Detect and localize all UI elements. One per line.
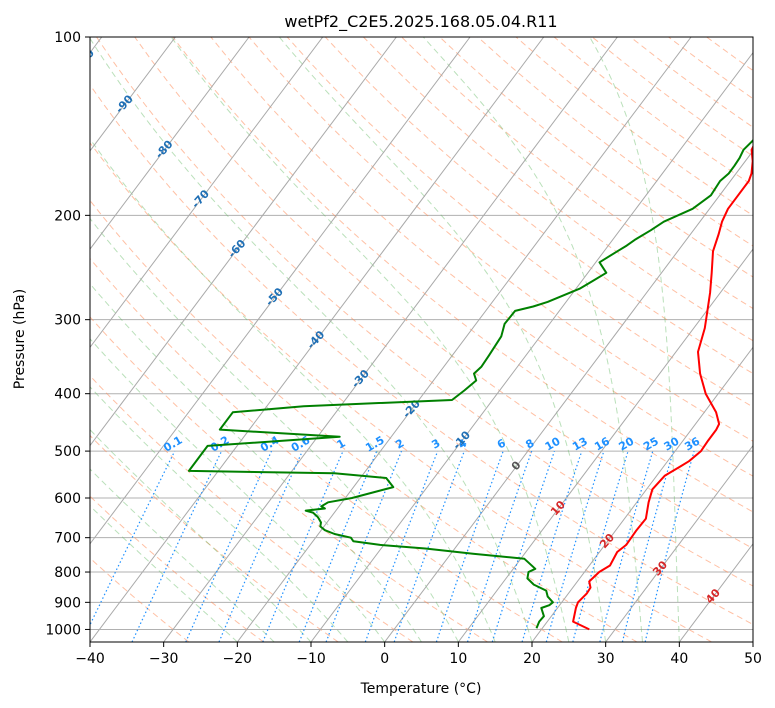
isotherm-line: [310, 51, 753, 642]
y-axis-label: Pressure (hPa): [12, 289, 28, 389]
x-tick-label: −20: [223, 651, 253, 667]
dry-adiabat-line: [401, 37, 753, 310]
y-tick-label: 900: [54, 595, 81, 611]
isotherm-line: [236, 37, 692, 642]
dewpoint-profile-line: [187, 138, 753, 629]
chart-title: wetPf2_C2E5.2025.168.05.04.R11: [284, 12, 557, 32]
y-tick-label: 300: [54, 313, 81, 329]
moist-adiabat-line: [90, 217, 459, 642]
mixing-ratio-line: [435, 450, 504, 642]
y-tick-label: 600: [54, 491, 81, 507]
mixing-ratio-line: [393, 450, 465, 642]
mixing-ratio-line: [621, 450, 674, 642]
mixing-ratio-line: [364, 450, 439, 642]
x-tick-label: −30: [149, 651, 179, 667]
x-tick-label: 40: [670, 651, 688, 667]
mixing-ratio-line: [325, 450, 403, 642]
moist-adiabat-line: [170, 37, 570, 642]
dry-adiabat-line: [90, 375, 414, 642]
y-tick-label: 400: [54, 387, 81, 403]
mixing-ratio-line: [572, 450, 629, 642]
x-tick-label: 50: [744, 651, 762, 667]
mixing-ratio-line: [545, 450, 605, 642]
y-tick-label: 200: [54, 208, 81, 224]
y-tick-label: 100: [54, 30, 81, 46]
moist-adiabat-line: [90, 138, 496, 642]
y-tick-label: 500: [54, 444, 81, 460]
plot-frame: [89, 36, 754, 643]
mixing-ratio-line: [298, 450, 378, 642]
isotherm-line: [90, 37, 397, 447]
dry-adiabat-line: [134, 37, 753, 550]
dry-adiabat-line: [363, 37, 753, 342]
x-tick-label: −10: [296, 651, 326, 667]
x-tick-label: 0: [380, 651, 389, 667]
moist-adiabat-line: [278, 37, 607, 642]
mixing-ratio-line: [644, 450, 695, 642]
y-tick-label: 800: [54, 565, 81, 581]
mixing-ratio-line: [185, 450, 273, 642]
isotherm-line: [90, 37, 250, 250]
x-tick-label: 10: [449, 651, 467, 667]
dry-adiabat-line: [90, 257, 563, 642]
profile-lines: [187, 138, 753, 631]
dry-adiabat-line: [210, 37, 753, 477]
mixing-ratio-line: [218, 450, 303, 642]
x-axis: −40 −30 −20 −10 0 10 20 30 40 50: [75, 642, 762, 667]
isotherm-line: [605, 444, 753, 642]
x-axis-label: Temperature (°C): [360, 681, 482, 697]
temperature-profile-line: [572, 144, 753, 631]
x-tick-label: 30: [597, 651, 615, 667]
mixing-ratio-line: [262, 450, 344, 642]
dry-adiabat-line: [172, 37, 753, 513]
moist-adiabat-line: [422, 37, 643, 642]
mixing-ratio-line: [599, 450, 654, 642]
dry-adiabat-line: [90, 142, 712, 642]
dry-adiabat-line: [248, 37, 753, 442]
moist-adiabat-line: [90, 468, 275, 642]
y-axis: 100 200 300 400 500 600 700 800 900 1000: [45, 30, 90, 638]
moist-adiabat-line: [90, 428, 312, 642]
isotherm-line: [457, 248, 753, 642]
mixing-ratio-line: [90, 450, 176, 627]
dry-adiabat-line: [90, 199, 638, 642]
dry-adiabat-line: [96, 37, 753, 587]
moist-adiabat-line: [90, 338, 386, 642]
x-tick-label: −40: [75, 651, 105, 667]
y-tick-label: 1000: [45, 622, 81, 638]
moist-adiabat-line: [90, 282, 422, 642]
mixing-ratio-line: [521, 450, 583, 642]
moist-adiabat-line: [90, 505, 238, 642]
isotherm-line: [384, 150, 753, 642]
mixing-ratio-line: [491, 450, 555, 642]
isotherm-line: [163, 37, 618, 642]
moist-adiabat-line: [589, 37, 680, 642]
dry-adiabat-line: [90, 84, 753, 625]
isotherm-line: [531, 346, 753, 642]
background-lines: [90, 37, 753, 642]
isotherm-line: [90, 37, 545, 642]
mixing-ratio-line: [466, 450, 533, 642]
moist-adiabat-line: [90, 386, 349, 642]
y-tick-label: 700: [54, 531, 81, 547]
isotherm-line: [90, 37, 471, 545]
isotherm-line: [90, 37, 176, 152]
plot-area: [90, 37, 753, 642]
x-tick-label: 20: [523, 651, 541, 667]
moist-adiabat-line: [90, 37, 533, 642]
isotherm-line: [90, 37, 324, 349]
isotherm-line: [752, 641, 753, 642]
